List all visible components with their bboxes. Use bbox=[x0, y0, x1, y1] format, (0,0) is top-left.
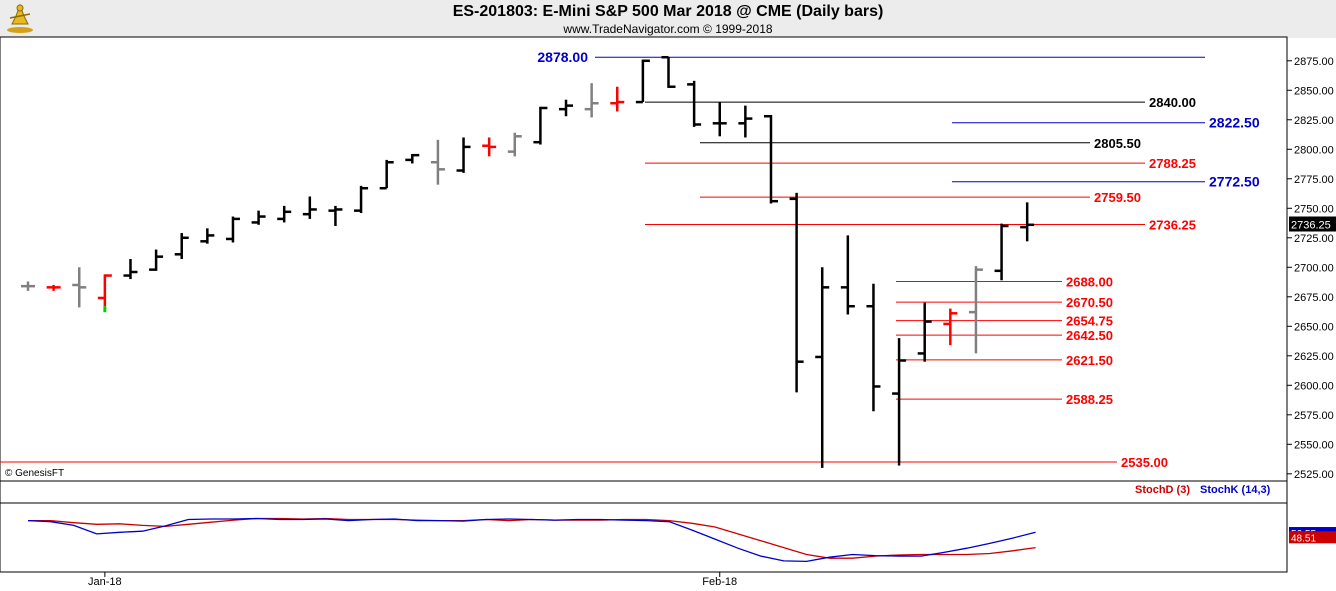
ohlc-bar bbox=[866, 283, 881, 412]
ohlc-bar bbox=[533, 106, 548, 145]
ohlc-bar bbox=[456, 137, 471, 173]
ohlc-bar bbox=[354, 185, 369, 213]
level-label: 2736.25 bbox=[1149, 218, 1196, 233]
ohlc-bar bbox=[72, 267, 87, 308]
ohlc-bar bbox=[200, 228, 215, 244]
ohlc-bar bbox=[123, 259, 138, 280]
ohlc-bar bbox=[738, 105, 753, 138]
y-tick-label: 2750.00 bbox=[1294, 203, 1334, 215]
x-tick-label: Jan-18 bbox=[88, 576, 122, 588]
ohlc-bar bbox=[1020, 202, 1035, 242]
y-tick-label: 2525.00 bbox=[1294, 469, 1334, 481]
y-tick-label: 2650.00 bbox=[1294, 321, 1334, 333]
ohlc-bar bbox=[610, 86, 625, 112]
y-tick-label: 2800.00 bbox=[1294, 144, 1334, 156]
ohlc-bar bbox=[482, 137, 497, 157]
chart-title: ES-201803: E-Mini S&P 500 Mar 2018 @ CME… bbox=[452, 3, 884, 20]
stochastic-pane bbox=[0, 480, 1288, 573]
ohlc-bar bbox=[405, 153, 420, 164]
ohlc-bar bbox=[763, 114, 778, 204]
level-label: 2788.25 bbox=[1149, 156, 1196, 171]
price-pane bbox=[0, 36, 1288, 482]
y-tick-label: 2850.00 bbox=[1294, 85, 1334, 97]
ohlc-bar bbox=[712, 102, 727, 137]
ohlc-bar bbox=[815, 267, 830, 468]
last-price-box bbox=[1289, 216, 1336, 232]
y-tick-label: 2675.00 bbox=[1294, 292, 1334, 304]
gold-figure-logo-icon bbox=[7, 3, 33, 33]
y-tick-label: 2575.00 bbox=[1294, 410, 1334, 422]
ohlc-bar bbox=[994, 223, 1009, 281]
ohlc-bar bbox=[430, 139, 445, 185]
x-tick-label: Feb-18 bbox=[702, 576, 737, 588]
y-tick-label: 2550.00 bbox=[1294, 439, 1334, 451]
ohlc-bar bbox=[559, 99, 574, 117]
y-tick-label: 2775.00 bbox=[1294, 174, 1334, 186]
level-label: 2840.00 bbox=[1149, 95, 1196, 110]
y-tick-label: 2725.00 bbox=[1294, 233, 1334, 245]
ohlc-bar bbox=[635, 59, 650, 104]
level-label: 2772.50 bbox=[1209, 174, 1260, 190]
ohlc-bar bbox=[46, 284, 61, 291]
ohlc-bar bbox=[302, 196, 317, 219]
ohlc-bar bbox=[277, 205, 292, 223]
stochd-legend: StochD (3) bbox=[1135, 484, 1190, 496]
ohlc-bar bbox=[687, 80, 702, 127]
ohlc-bar bbox=[943, 308, 958, 346]
y-tick-label: 2625.00 bbox=[1294, 351, 1334, 363]
chart-subtitle: www.TradeNavigator.com © 1999-2018 bbox=[563, 22, 773, 36]
ohlc-bar bbox=[968, 266, 983, 354]
level-label: 2642.50 bbox=[1066, 328, 1113, 343]
ohlc-bar bbox=[507, 132, 522, 157]
level-label: 2588.25 bbox=[1066, 392, 1113, 407]
stochastic-last-value-box bbox=[1289, 531, 1336, 544]
stochk-legend: StochK (14,3) bbox=[1200, 484, 1271, 496]
ohlc-bar bbox=[21, 281, 35, 291]
ohlc-bar bbox=[379, 159, 394, 190]
ohlc-bar bbox=[584, 83, 599, 118]
chart-header bbox=[0, 0, 1336, 38]
ohlc-bar bbox=[661, 55, 676, 88]
ohlc-bar bbox=[892, 338, 907, 466]
level-label: 2654.75 bbox=[1066, 314, 1113, 329]
y-tick-label: 2700.00 bbox=[1294, 262, 1334, 274]
ohlc-bar bbox=[840, 235, 855, 315]
green-marker bbox=[103, 306, 107, 313]
level-label: 2878.00 bbox=[537, 49, 588, 65]
ohlc-bar bbox=[789, 192, 804, 393]
y-tick-label: 2875.00 bbox=[1294, 56, 1334, 68]
y-tick-label: 2825.00 bbox=[1294, 115, 1334, 127]
stochastic-last-value-label: 48.51 bbox=[1291, 533, 1316, 544]
ohlc-bar bbox=[97, 274, 112, 307]
copyright-label: © GenesisFT bbox=[5, 468, 65, 479]
ohlc-bar bbox=[149, 249, 164, 271]
ohlc-bar bbox=[174, 233, 189, 260]
level-label: 2670.50 bbox=[1066, 295, 1113, 310]
ohlc-bar bbox=[225, 216, 240, 243]
ohlc-bar bbox=[251, 210, 266, 225]
ohlc-bar bbox=[917, 302, 932, 362]
level-label: 2688.00 bbox=[1066, 274, 1113, 289]
level-label: 2759.50 bbox=[1094, 190, 1141, 205]
level-label: 2822.50 bbox=[1209, 115, 1260, 131]
last-price-label: 2736.25 bbox=[1291, 220, 1331, 232]
stochastic-series-line bbox=[27, 517, 1036, 563]
ohlc-bar bbox=[328, 205, 343, 226]
level-label: 2621.50 bbox=[1066, 353, 1113, 368]
y-tick-label: 2600.00 bbox=[1294, 380, 1334, 392]
level-label: 2805.50 bbox=[1094, 136, 1141, 151]
level-label: 2535.00 bbox=[1121, 455, 1168, 470]
